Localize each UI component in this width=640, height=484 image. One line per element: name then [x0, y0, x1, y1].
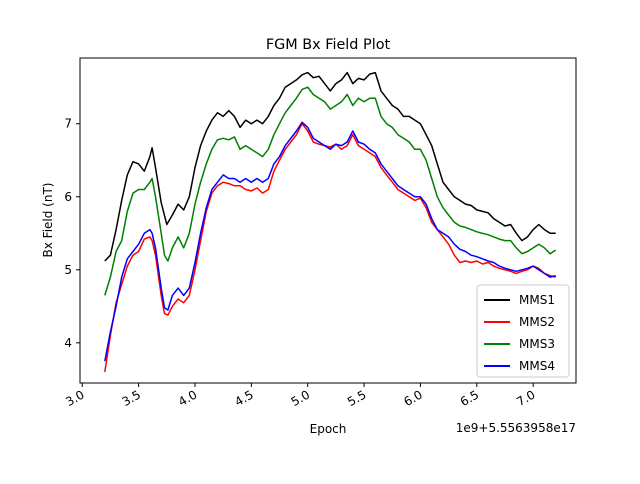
series-line-mms4	[104, 121, 556, 362]
y-tick-label: 6	[64, 190, 72, 204]
series-line-mms1	[104, 71, 556, 262]
legend-label-mms3: MMS3	[519, 337, 555, 351]
y-axis-label: Bx Field (nT)	[41, 183, 55, 258]
legend: MMS1 MMS2 MMS3 MMS4	[476, 284, 570, 378]
legend-box	[476, 284, 570, 378]
y-tick-label: 4	[64, 336, 72, 350]
plot-area-frame	[79, 57, 577, 384]
x-axis-label: Epoch	[310, 422, 347, 436]
chart-title: FGM Bx Field Plot	[266, 37, 391, 53]
x-axis-ticks: 3.0 3.5 4.0 4.5 5.0 5.5 6.0 6.5 7.0	[63, 383, 538, 409]
x-axis-offset-label: 1e9+5.5563958e17	[456, 421, 576, 435]
y-tick-label: 7	[64, 117, 72, 131]
legend-label-mms4: MMS4	[519, 359, 555, 373]
legend-label-mms2: MMS2	[519, 315, 555, 329]
series-layer	[104, 71, 557, 373]
legend-label-mms1: MMS1	[519, 293, 555, 307]
series-line-mms3	[104, 86, 557, 296]
y-axis-ticks: 4 5 6 7	[64, 117, 80, 350]
y-tick-label: 5	[64, 263, 72, 277]
